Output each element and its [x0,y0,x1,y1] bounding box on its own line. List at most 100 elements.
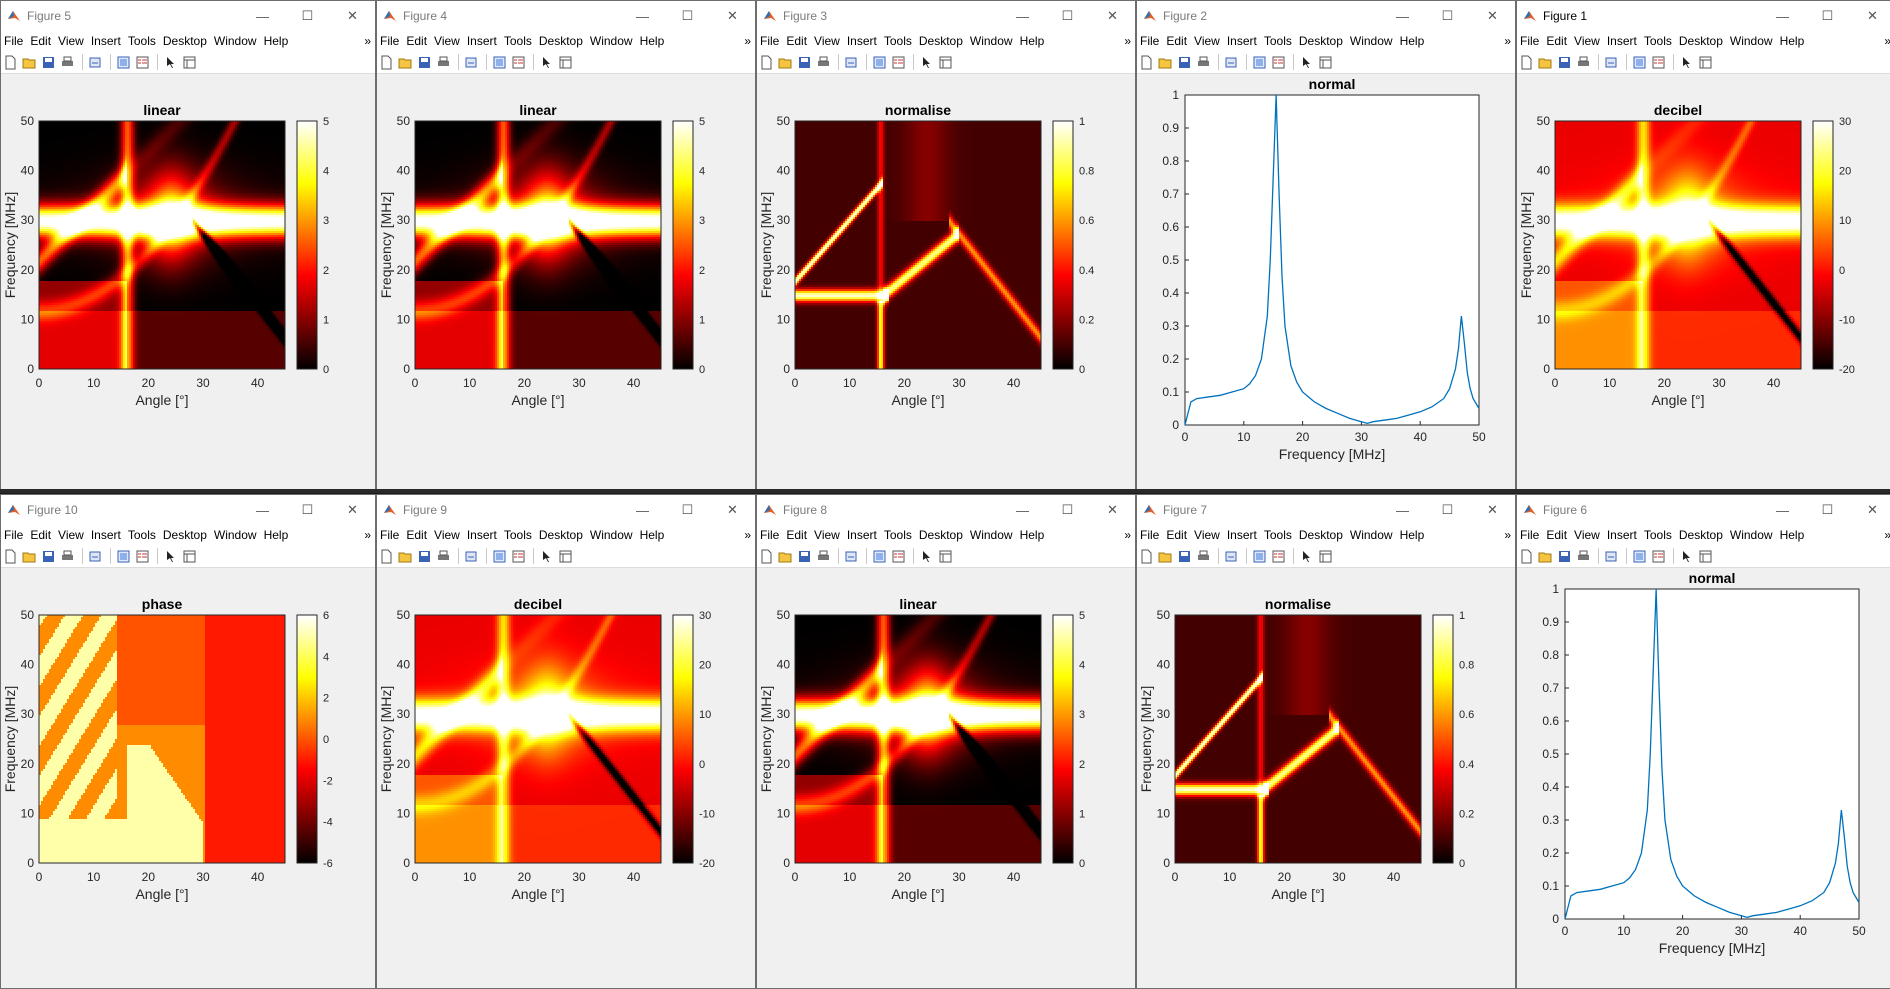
title-bar[interactable]: Figure 2 — ☐ ✕ [1137,1,1515,31]
menu-item-edit[interactable]: Edit [30,528,52,542]
series-line[interactable] [1564,588,1860,920]
figure-window-fig8[interactable]: Figure 8 — ☐ ✕ File Edit View Insert Tools Deskto… [756,494,1136,989]
property-editor-icon[interactable] [1697,548,1714,565]
edit-plot-icon[interactable] [918,54,935,71]
heatmap-image[interactable] [39,615,285,863]
menu-item-file[interactable]: File [4,528,24,542]
colorbar[interactable] [673,615,693,863]
figure-window-fig1[interactable]: Figure 1 — ☐ ✕ File Edit View Insert Tools Deskto… [1516,0,1890,490]
minimize-icon[interactable]: — [1396,8,1409,24]
heatmap-image[interactable] [39,121,285,369]
dock-figure-icon[interactable] [871,54,888,71]
series-line[interactable] [1184,94,1480,426]
open-file-icon[interactable] [1157,548,1174,565]
plot-browser-icon[interactable] [890,54,907,71]
menu-item-file[interactable]: File [760,34,780,48]
menu-item-desktop[interactable]: Desktop [538,528,583,542]
menu-item-window[interactable]: Window [589,34,633,48]
menu-item-window[interactable]: Window [1349,34,1393,48]
menu-item-view[interactable]: View [1574,528,1600,542]
new-figure-icon[interactable] [758,548,775,565]
plot-browser-icon[interactable] [510,54,527,71]
plot-browser-icon[interactable] [134,548,151,565]
link-plot-icon[interactable] [1603,54,1620,71]
maximize-icon[interactable]: ☐ [1061,8,1074,23]
heatmap-image[interactable] [795,615,1041,863]
menu-item-tools[interactable]: Tools [127,34,156,48]
edit-plot-icon[interactable] [918,548,935,565]
print-icon[interactable] [1575,548,1592,565]
menu-item-window[interactable]: Window [969,528,1013,542]
colorbar[interactable] [673,121,693,369]
menu-item-tools[interactable]: Tools [1643,34,1672,48]
colorbar[interactable] [1813,121,1833,369]
dock-figure-icon[interactable] [491,548,508,565]
menu-item-help[interactable]: Help [263,528,289,542]
title-bar[interactable]: Figure 4 — ☐ ✕ [377,1,755,31]
title-bar[interactable]: Figure 8 — ☐ ✕ [757,495,1135,525]
plot-browser-icon[interactable] [510,548,527,565]
figure-window-fig7[interactable]: Figure 7 — ☐ ✕ File Edit View Insert Tools Deskto… [1136,494,1516,989]
close-icon[interactable]: ✕ [1867,502,1878,517]
maximize-icon[interactable]: ☐ [1821,502,1834,517]
open-file-icon[interactable] [777,548,794,565]
menu-item-view[interactable]: View [58,34,84,48]
menu-overflow-icon[interactable]: » [364,34,371,48]
title-bar[interactable]: Figure 3 — ☐ ✕ [757,1,1135,31]
menu-item-view[interactable]: View [1194,34,1220,48]
plot-browser-icon[interactable] [1270,54,1287,71]
menu-item-view[interactable]: View [1194,528,1220,542]
plot-browser-icon[interactable] [1270,548,1287,565]
open-file-icon[interactable] [397,54,414,71]
menu-overflow-icon[interactable]: » [1124,528,1131,542]
property-editor-icon[interactable] [557,54,574,71]
plot-browser-icon[interactable] [890,548,907,565]
menu-item-edit[interactable]: Edit [406,34,428,48]
figure-canvas[interactable]: decibel 0 10 20 30 40 50 0 10 20 30 40 Angle [°] Freq… [377,569,755,988]
menu-item-tools[interactable]: Tools [1263,34,1292,48]
figure-window-fig5[interactable]: Figure 5 — ☐ ✕ File Edit View Insert Tools Deskto… [0,0,376,490]
menu-item-help[interactable]: Help [1779,34,1805,48]
menu-item-desktop[interactable]: Desktop [162,528,207,542]
menu-item-insert[interactable]: Insert [90,34,121,48]
title-bar[interactable]: Figure 10 — ☐ ✕ [1,495,375,525]
property-editor-icon[interactable] [181,548,198,565]
save-icon[interactable] [1176,54,1193,71]
close-icon[interactable]: ✕ [1107,8,1118,23]
figure-window-fig2[interactable]: Figure 2 — ☐ ✕ File Edit View Insert Tools Deskto… [1136,0,1516,490]
print-icon[interactable] [1195,548,1212,565]
menu-item-insert[interactable]: Insert [1226,34,1257,48]
close-icon[interactable]: ✕ [1107,502,1118,517]
property-editor-icon[interactable] [1317,54,1334,71]
menu-item-edit[interactable]: Edit [1166,34,1188,48]
menu-item-insert[interactable]: Insert [1606,528,1637,542]
menu-item-tools[interactable]: Tools [127,528,156,542]
menu-item-help[interactable]: Help [1779,528,1805,542]
print-icon[interactable] [1195,54,1212,71]
menu-overflow-icon[interactable]: » [364,528,371,542]
figure-canvas[interactable]: linear 0 10 20 30 40 50 0 10 20 30 40 Angle [°] Frequ… [757,569,1135,988]
menu-item-edit[interactable]: Edit [30,34,52,48]
menu-item-desktop[interactable]: Desktop [918,34,963,48]
title-bar[interactable]: Figure 7 — ☐ ✕ [1137,495,1515,525]
edit-plot-icon[interactable] [162,54,179,71]
menu-item-edit[interactable]: Edit [406,528,428,542]
menu-item-tools[interactable]: Tools [883,34,912,48]
new-figure-icon[interactable] [758,54,775,71]
heatmap-image[interactable] [1555,121,1801,369]
menu-item-edit[interactable]: Edit [1546,528,1568,542]
edit-plot-icon[interactable] [1298,54,1315,71]
close-icon[interactable]: ✕ [1867,8,1878,23]
menu-item-insert[interactable]: Insert [846,34,877,48]
figure-canvas[interactable]: normalise 0 10 20 30 40 50 0 10 20 30 40 Angle [°] Fr… [1137,569,1515,988]
menu-item-help[interactable]: Help [1399,528,1425,542]
figure-window-fig3[interactable]: Figure 3 — ☐ ✕ File Edit View Insert Tools Deskto… [756,0,1136,490]
property-editor-icon[interactable] [557,548,574,565]
dock-figure-icon[interactable] [491,54,508,71]
plot-browser-icon[interactable] [1650,548,1667,565]
menu-item-desktop[interactable]: Desktop [1298,34,1343,48]
new-figure-icon[interactable] [378,548,395,565]
link-plot-icon[interactable] [463,548,480,565]
colorbar[interactable] [297,121,317,369]
minimize-icon[interactable]: — [1776,8,1789,24]
